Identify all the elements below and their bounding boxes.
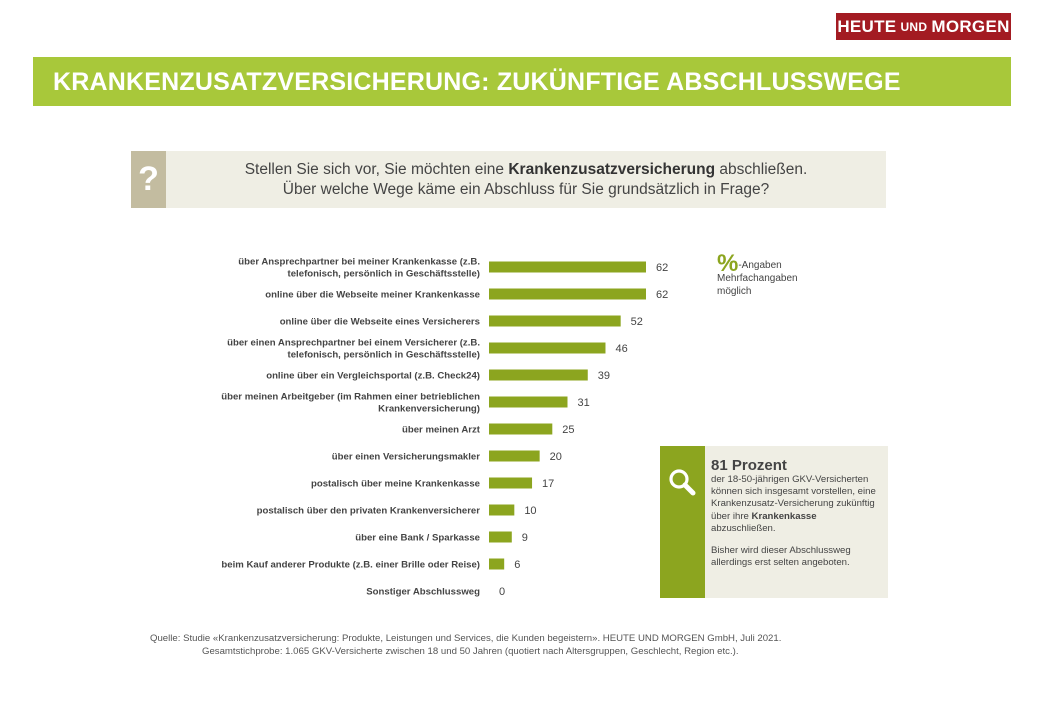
source-line1: Quelle: Studie «Krankenzusatzversicherun… bbox=[150, 633, 782, 644]
note-line3: möglich bbox=[717, 286, 752, 297]
category-label-line: über einen Ansprechpartner bei einem Ver… bbox=[227, 338, 480, 349]
bar bbox=[489, 261, 646, 273]
question-line2: Über welche Wege käme ein Abschluss für … bbox=[282, 181, 770, 198]
value-label: 17 bbox=[542, 478, 554, 490]
category-label: über einen Versicherungsmakler bbox=[332, 452, 481, 463]
category-label-line: über meinen Arbeitgeber (im Rahmen einer… bbox=[221, 392, 480, 403]
category-label-line: über Ansprechpartner bei meiner Krankenk… bbox=[238, 257, 480, 268]
category-label: über einen Ansprechpartner bei einem Ver… bbox=[227, 338, 480, 361]
info-headline: 81 Prozent bbox=[711, 457, 787, 474]
question-line1-after: abschließen. bbox=[715, 161, 808, 178]
category-label: online über ein Vergleichsportal (z.B. C… bbox=[266, 371, 480, 382]
value-label: 52 bbox=[631, 316, 643, 328]
info-icon-column bbox=[660, 446, 705, 598]
value-label: 0 bbox=[499, 586, 505, 598]
category-label: über Ansprechpartner bei meiner Krankenk… bbox=[238, 257, 480, 280]
bar bbox=[489, 396, 568, 408]
bar bbox=[489, 369, 588, 381]
category-label-line: postalisch über meine Krankenkasse bbox=[311, 479, 480, 490]
info-text-2: Bisher wird dieser Abschlussweg allerdin… bbox=[711, 545, 851, 569]
value-label: 9 bbox=[522, 532, 528, 544]
category-label-line: über meinen Arzt bbox=[402, 425, 481, 436]
category-label-line: online über die Webseite meiner Krankenk… bbox=[265, 290, 480, 301]
title-bar: KRANKENZUSATZVERSICHERUNG: ZUKÜNFTIGE AB… bbox=[33, 57, 1011, 106]
category-label-line: online über ein Vergleichsportal (z.B. C… bbox=[266, 371, 480, 382]
category-label: beim Kauf anderer Produkte (z.B. einer B… bbox=[221, 560, 480, 571]
magnifier-icon bbox=[669, 469, 696, 496]
info-body: 81 Prozent der 18-50-jährigen GKV-Versic… bbox=[711, 458, 883, 569]
value-label: 62 bbox=[656, 262, 668, 274]
value-label: 6 bbox=[514, 559, 520, 571]
category-label: über meinen Arbeitgeber (im Rahmen einer… bbox=[221, 392, 480, 415]
category-label: über meinen Arzt bbox=[402, 425, 481, 436]
bar bbox=[489, 504, 515, 516]
bar bbox=[489, 450, 540, 462]
percent-symbol: % bbox=[717, 250, 739, 277]
bar bbox=[489, 477, 533, 489]
category-label-line: online über die Webseite eines Versicher… bbox=[280, 317, 480, 328]
info-text-1b: abzuschließen. bbox=[711, 522, 776, 534]
question-line1-bold: Krankenzusatzversicherung bbox=[508, 161, 716, 178]
bar bbox=[489, 315, 621, 327]
value-label: 25 bbox=[562, 424, 574, 436]
logo-part-1: HEUTE bbox=[837, 16, 897, 36]
value-label: 62 bbox=[656, 289, 668, 301]
category-label-line: telefonisch, persönlich in Geschäftsstel… bbox=[288, 350, 480, 361]
info-text-1a: der 18-50-jährigen GKV-Versicherten könn… bbox=[711, 474, 876, 522]
brand-logo: HEUTE UND MORGEN bbox=[836, 13, 1011, 40]
category-label-line: über eine Bank / Sparkasse bbox=[355, 533, 480, 544]
info-text-1-bold: Krankenkasse bbox=[751, 510, 817, 522]
category-label: postalisch über meine Krankenkasse bbox=[311, 479, 480, 490]
info-text-1: der 18-50-jährigen GKV-Versicherten könn… bbox=[711, 474, 883, 535]
logo-part-3: MORGEN bbox=[931, 16, 1010, 36]
category-label-line: über einen Versicherungsmakler bbox=[332, 452, 481, 463]
category-label-line: telefonisch, persönlich in Geschäftsstel… bbox=[288, 269, 480, 280]
logo-part-2: UND bbox=[900, 19, 928, 34]
category-label-line: Krankenversicherung) bbox=[378, 404, 480, 415]
category-label: Sonstiger Abschlussweg bbox=[366, 587, 480, 598]
bar bbox=[489, 558, 505, 570]
category-label: postalisch über den privaten Krankenvers… bbox=[257, 506, 481, 517]
source-line2: Gesamtstichprobe: 1.065 GKV-Versicherte … bbox=[202, 646, 739, 657]
bar bbox=[489, 531, 512, 543]
info-box: 81 Prozent der 18-50-jährigen GKV-Versic… bbox=[660, 446, 888, 598]
category-label-line: postalisch über den privaten Krankenvers… bbox=[257, 506, 481, 517]
value-label: 20 bbox=[550, 451, 562, 463]
question-mark-icon: ? bbox=[131, 151, 166, 208]
bar bbox=[489, 423, 553, 435]
value-label: 46 bbox=[615, 343, 627, 355]
question-line1-before: Stellen Sie sich vor, Sie möchten eine bbox=[244, 161, 509, 178]
bar bbox=[489, 288, 646, 300]
category-label: über eine Bank / Sparkasse bbox=[355, 533, 480, 544]
bar-chart: über Ansprechpartner bei meiner Krankenk… bbox=[221, 257, 668, 599]
bar bbox=[489, 342, 606, 354]
percent-label: -Angaben bbox=[738, 260, 782, 271]
question-box: ? Stellen Sie sich vor, Sie möchten eine… bbox=[131, 151, 886, 208]
percent-note: %-Angaben Mehrfachangaben möglich bbox=[717, 252, 798, 298]
value-label: 39 bbox=[598, 370, 610, 382]
value-label: 31 bbox=[578, 397, 590, 409]
category-label: online über die Webseite meiner Krankenk… bbox=[265, 290, 480, 301]
note-line2: Mehrfachangaben bbox=[717, 273, 798, 284]
page-title: KRANKENZUSATZVERSICHERUNG: ZUKÜNFTIGE AB… bbox=[53, 68, 901, 96]
category-label-line: beim Kauf anderer Produkte (z.B. einer B… bbox=[221, 560, 480, 571]
category-label: online über die Webseite eines Versicher… bbox=[280, 317, 480, 328]
value-label: 10 bbox=[524, 505, 536, 517]
question-text: Stellen Sie sich vor, Sie möchten eine K… bbox=[166, 160, 886, 200]
source-note: Quelle: Studie «Krankenzusatzversicherun… bbox=[150, 632, 890, 658]
category-label-line: Sonstiger Abschlussweg bbox=[366, 587, 480, 598]
